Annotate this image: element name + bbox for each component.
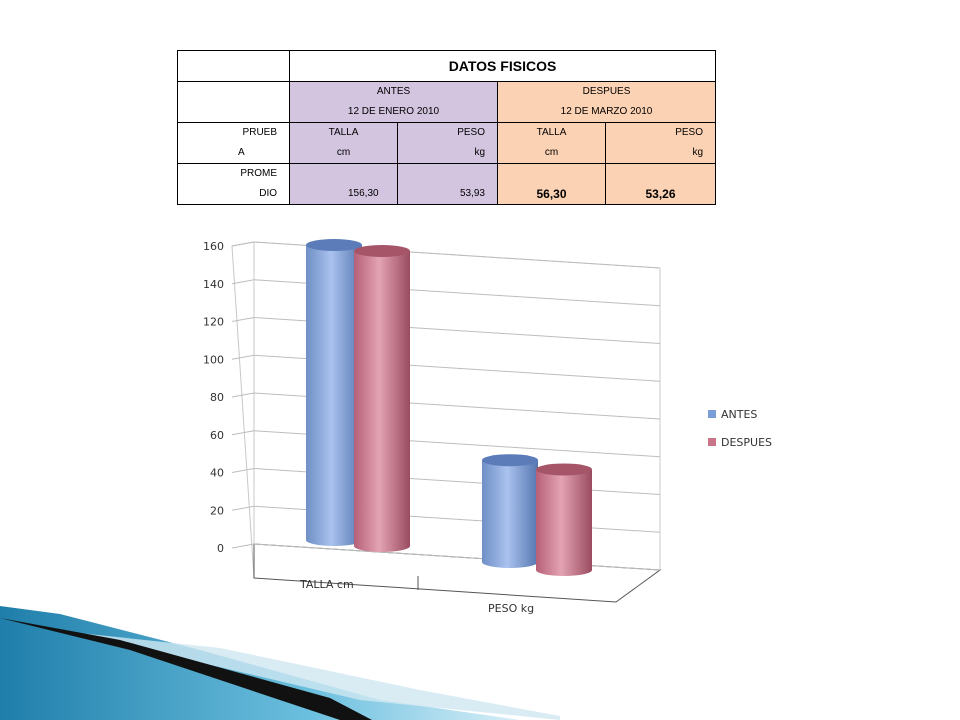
gridline-side — [231, 317, 255, 322]
bar-despues-0 — [354, 244, 410, 552]
gridline-side — [231, 241, 255, 247]
despues-talla-value: 56,30 — [497, 184, 606, 205]
bar-cap — [482, 454, 538, 467]
antes-label: ANTES — [289, 81, 498, 102]
y-tick-label: 40 — [210, 467, 224, 480]
antes-peso-header: PESO — [397, 122, 498, 143]
despues-label: DESPUES — [497, 81, 716, 102]
bar-antes-1 — [482, 454, 538, 568]
teal-swoosh — [0, 606, 520, 720]
chart-frame — [231, 241, 662, 603]
y-tick-label: 140 — [203, 278, 224, 291]
category-labels: TALLA cm PESO kg — [299, 578, 534, 615]
empty-corner-cell — [177, 50, 290, 82]
legend-swatch — [708, 438, 716, 446]
gridline-side — [231, 468, 255, 473]
y-axis-ticks: 0 20 40 60 80 100 120 140 160 — [203, 240, 224, 555]
legend-label: ANTES — [721, 408, 757, 421]
bar-cap — [354, 244, 410, 257]
despues-peso-header: PESO — [605, 122, 716, 143]
legend-swatch — [708, 410, 716, 418]
bar-cap — [306, 238, 362, 251]
empty-cell — [497, 163, 606, 184]
gridlines — [231, 241, 661, 571]
gridline-side — [231, 279, 255, 285]
antes-talla-value: 156,30 — [289, 184, 398, 205]
black-swoosh — [0, 618, 372, 720]
bar-body — [306, 244, 362, 546]
empty-cell — [289, 163, 398, 184]
table-title: DATOS FISICOS — [289, 50, 716, 82]
bar-body — [536, 469, 592, 576]
y-tick-label: 120 — [203, 316, 224, 329]
bars — [306, 238, 592, 576]
floor — [253, 543, 662, 603]
data-table: DATOS FISICOS ANTES DESPUES 12 DE ENERO … — [177, 50, 716, 205]
side-wall — [231, 241, 255, 579]
gridline-side — [231, 430, 255, 436]
gridline-side — [231, 505, 255, 511]
bar-body — [482, 460, 538, 568]
bar-cap — [536, 463, 592, 476]
y-tick-label: 160 — [203, 240, 224, 253]
empty-cell — [397, 163, 498, 184]
gridline-side — [231, 354, 255, 360]
despues-talla-header: TALLA — [497, 122, 606, 143]
antes-date: 12 DE ENERO 2010 — [289, 102, 498, 123]
empty-cell — [605, 163, 716, 184]
legend-label: DESPUES — [721, 436, 772, 449]
y-tick-label: 100 — [203, 353, 224, 366]
y-tick-label: 60 — [210, 429, 224, 442]
antes-peso-unit: kg — [397, 143, 498, 164]
bar-body — [354, 250, 410, 552]
despues-date: 12 DE MARZO 2010 — [497, 102, 716, 123]
category-label: TALLA cm — [299, 578, 354, 591]
despues-peso-value: 53,26 — [605, 184, 716, 205]
light-swoosh — [70, 632, 560, 720]
gridline-side — [231, 392, 255, 398]
y-tick-label: 80 — [210, 391, 224, 404]
antes-talla-header: TALLA — [289, 122, 398, 143]
bar-antes-0 — [306, 238, 362, 546]
legend: ANTES DESPUES — [708, 408, 772, 449]
gridline-side — [231, 543, 255, 549]
gridline — [253, 543, 661, 571]
antes-peso-value: 53,93 — [397, 184, 498, 205]
category-label: PESO kg — [488, 602, 534, 615]
y-tick-label: 20 — [210, 504, 224, 517]
bar-despues-1 — [536, 463, 592, 576]
y-tick-label: 0 — [217, 542, 224, 555]
